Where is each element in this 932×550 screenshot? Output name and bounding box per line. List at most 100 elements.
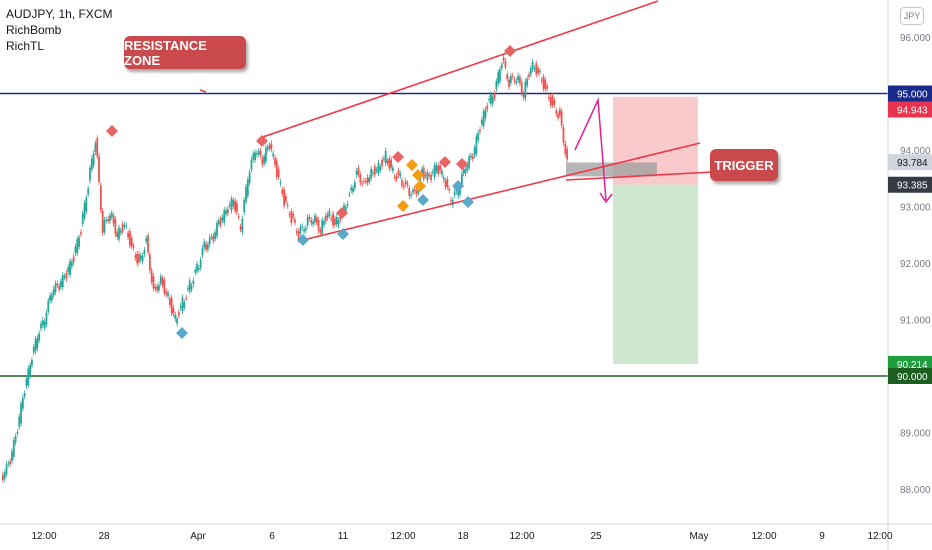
candle-body	[89, 167, 91, 181]
candle-body	[197, 267, 200, 270]
candle-body	[433, 164, 436, 178]
candle-body	[314, 215, 316, 223]
candle-body	[116, 232, 119, 238]
candle-body	[228, 204, 231, 206]
candle-body	[143, 250, 146, 255]
candle-body	[25, 378, 28, 387]
candle-body	[226, 209, 229, 214]
candle-body	[201, 248, 204, 256]
candle-body	[207, 244, 209, 250]
candle-body	[141, 255, 144, 262]
candle-body	[230, 198, 233, 211]
candle-body	[303, 229, 305, 232]
candle-body	[506, 74, 509, 79]
candle-body	[357, 167, 360, 175]
signal-diamond-12	[439, 156, 451, 168]
candle-body	[81, 213, 84, 225]
candle-body	[397, 170, 400, 175]
candle-body	[41, 320, 44, 326]
time-tick-11: 9	[819, 531, 825, 542]
candle-body	[312, 221, 315, 225]
candle-body	[161, 278, 164, 286]
candle-body	[219, 218, 222, 226]
candle-body	[54, 283, 57, 293]
candle-body	[326, 214, 329, 218]
candle-body	[549, 96, 552, 106]
candle-body	[402, 185, 405, 188]
candle-body	[132, 245, 135, 248]
candle-body	[388, 158, 391, 169]
candle-body	[488, 99, 490, 101]
price-tick-2: 93.000	[900, 203, 931, 214]
candle-body	[508, 79, 510, 88]
candle-body	[315, 217, 318, 223]
candle-body	[216, 222, 218, 236]
candle-body	[546, 86, 549, 89]
candle-body	[448, 188, 451, 191]
price-tick-5: 89.000	[900, 429, 931, 440]
candle-body	[513, 79, 516, 82]
candle-body	[431, 171, 434, 173]
time-tick-12: 12:00	[867, 531, 892, 542]
candle-body	[439, 165, 442, 171]
candle-body	[462, 169, 465, 174]
price-tag-bg-5	[888, 368, 932, 384]
candle-body	[127, 232, 129, 238]
candle-body	[176, 318, 178, 324]
resistance-pointer-line	[199, 89, 207, 93]
candle-body	[60, 280, 62, 288]
candle-body	[324, 215, 327, 222]
price-tag-4: 90.214	[897, 360, 928, 371]
candle-body	[435, 165, 438, 172]
candle-body	[306, 217, 309, 226]
candle-body	[493, 93, 496, 99]
candle-body	[528, 74, 530, 77]
candle-body	[441, 170, 443, 175]
candle-body	[58, 285, 61, 290]
take-profit-zone	[613, 184, 698, 364]
candle-body	[308, 217, 311, 219]
candle-body	[500, 64, 503, 69]
candle-body	[208, 237, 211, 245]
price-tick-4: 91.000	[900, 316, 931, 327]
candle-body	[179, 305, 182, 308]
candle-body	[92, 153, 95, 166]
candle-body	[163, 279, 166, 294]
candle-body	[147, 235, 149, 253]
candle-body	[241, 218, 244, 233]
candle-body	[375, 169, 378, 171]
candle-body	[217, 220, 220, 225]
candle-body	[74, 246, 77, 254]
candle-body	[317, 219, 320, 231]
candle-body	[40, 323, 42, 329]
time-tick-9: May	[690, 531, 709, 542]
candle-body	[295, 230, 298, 233]
candle-body	[526, 78, 529, 86]
candle-body	[285, 195, 287, 202]
candle-body	[404, 180, 407, 184]
time-tick-4: 11	[338, 531, 349, 542]
candle-body	[118, 227, 120, 240]
candle-body	[29, 364, 32, 377]
candle-body	[103, 219, 106, 232]
candle-body	[7, 463, 10, 465]
candle-body	[330, 218, 333, 220]
candle-body	[90, 158, 93, 170]
candle-body	[442, 177, 445, 180]
candle-body	[237, 216, 240, 218]
candle-body	[490, 94, 492, 104]
candle-body	[255, 153, 258, 155]
candle-body	[366, 177, 369, 184]
candle-body	[212, 235, 215, 242]
candle-body	[43, 321, 46, 329]
candle-body	[134, 255, 137, 258]
candle-body	[16, 432, 19, 434]
candle-body	[168, 298, 171, 305]
candle-body	[223, 210, 226, 223]
candle-body	[475, 136, 478, 154]
candle-body	[535, 63, 538, 75]
signal-diamond-3	[297, 234, 309, 246]
currency-badge[interactable]: JPY	[900, 7, 924, 25]
candle-body	[183, 302, 186, 308]
